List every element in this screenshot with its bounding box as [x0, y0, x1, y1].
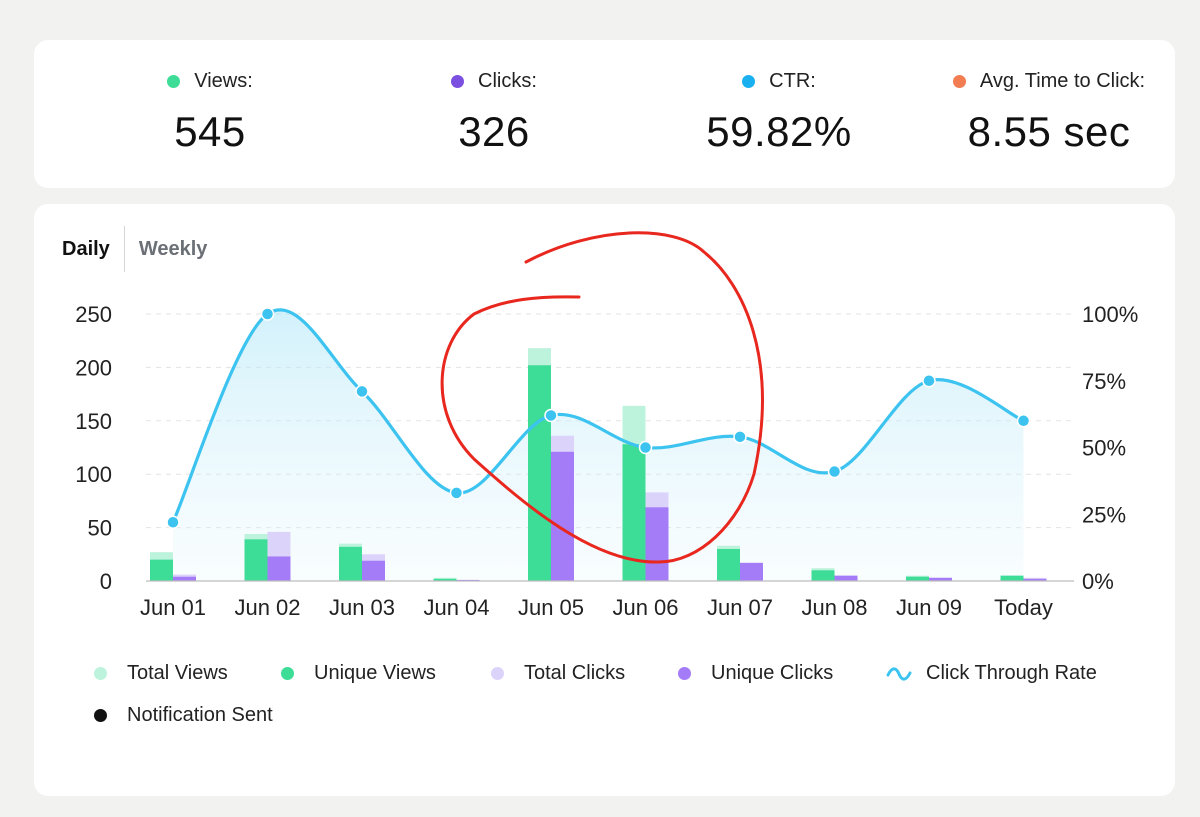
stat-views-value: 545 [174, 108, 246, 155]
ctr-point[interactable] [166, 515, 180, 530]
notification-dot-icon [94, 709, 107, 722]
y-right-tick-label: 100% [1082, 302, 1138, 327]
unique-views-dot-icon [281, 667, 294, 680]
wave-icon [886, 666, 912, 681]
bar-unique-views[interactable] [528, 365, 551, 581]
ctr-chart: 0 50 100 150 200 250 0% 25% 50% 75% 100% Jun 01 Jun … [75, 231, 1138, 620]
tab-weekly[interactable]: Weekly [138, 237, 208, 260]
tab-divider [123, 226, 125, 272]
x-tick-label: Jun 05 [518, 595, 584, 620]
legend-label: Total Views [127, 662, 228, 684]
y-left-tick-label: 50 [88, 516, 112, 541]
x-tick-label: Jun 02 [234, 595, 300, 620]
stat-clicks-label: Clicks: [478, 70, 537, 92]
x-tick-label: Jun 07 [707, 595, 773, 620]
bar-unique-clicks[interactable] [645, 507, 669, 581]
axes: 0 50 100 150 200 250 0% 25% 50% 75% 100% Jun 01 Jun … [75, 302, 1138, 620]
bar-unique-clicks[interactable] [929, 577, 952, 581]
y-right-tick-label: 75% [1082, 369, 1126, 394]
stat-ctr-value: 59.82% [706, 108, 852, 155]
ctr-point[interactable] [827, 464, 842, 479]
bar-unique-views[interactable] [244, 539, 268, 581]
tab-daily[interactable]: Daily [62, 237, 110, 260]
legend-label: Unique Clicks [711, 662, 834, 684]
legend-unique-views[interactable]: Unique Views [281, 662, 436, 685]
legend-label: Total Clicks [524, 662, 626, 684]
bar-unique-clicks[interactable] [551, 451, 574, 581]
period-tabs: Daily Weekly [62, 226, 221, 272]
legend-label: Unique Views [314, 662, 436, 684]
bar-unique-clicks[interactable] [834, 575, 858, 581]
y-right-tick-label: 0% [1082, 569, 1114, 594]
legend-total-clicks[interactable]: Total Clicks [491, 662, 625, 685]
legend-ctr[interactable]: Click Through Rate [886, 662, 1097, 685]
y-left-tick-label: 200 [75, 355, 112, 380]
x-tick-label: Jun 04 [423, 595, 489, 620]
views-dot-icon [167, 75, 181, 88]
ctr-area [173, 309, 1024, 581]
x-tick-label: Jun 06 [612, 595, 678, 620]
x-tick-label: Jun 03 [329, 595, 395, 620]
ctr-points [166, 307, 1031, 530]
y-left-tick-label: 100 [75, 462, 112, 487]
ctr-point[interactable] [638, 440, 653, 455]
avg-time-dot-icon [952, 75, 966, 88]
clicks-dot-icon [451, 75, 465, 88]
stat-views-label: Views: [194, 70, 253, 92]
ctr-point[interactable] [355, 384, 369, 399]
x-tick-label: Jun 01 [140, 595, 206, 620]
stat-clicks-value: 326 [458, 108, 530, 155]
stats-card: Views: 545 Clicks: 326 CTR: 59.82% Avg. … [34, 40, 1175, 188]
total-clicks-dot-icon [491, 667, 504, 680]
bar-unique-clicks[interactable] [267, 556, 291, 581]
y-right-tick-label: 25% [1082, 502, 1126, 527]
ctr-area-fill [173, 309, 1024, 581]
legend-total-views[interactable]: Total Views [94, 662, 228, 685]
stat-ctr-label: CTR: [769, 70, 816, 92]
chart-card: Daily Weekly 0 50 100 150 200 250 0% 25% 50% 75% 1… [34, 204, 1175, 796]
stat-avg-time-label: Avg. Time to Click: [979, 70, 1146, 92]
bar-unique-views[interactable] [717, 548, 740, 581]
bar-unique-clicks[interactable] [362, 560, 385, 581]
bar-unique-clicks[interactable] [740, 562, 763, 581]
y-right-tick-label: 50% [1082, 436, 1126, 461]
bar-unique-clicks[interactable] [173, 576, 196, 581]
ctr-dot-icon [742, 75, 756, 88]
bar-unique-views[interactable] [433, 578, 457, 581]
bar-unique-views[interactable] [622, 444, 646, 581]
y-left-tick-label: 150 [75, 409, 112, 434]
ctr-point[interactable] [544, 408, 558, 423]
ctr-point[interactable] [449, 486, 464, 500]
bar-unique-views[interactable] [906, 576, 929, 581]
unique-clicks-dot-icon [678, 667, 691, 680]
x-tick-label: Today [994, 595, 1053, 620]
y-left-tick-label: 250 [75, 302, 112, 327]
legend-unique-clicks[interactable]: Unique Clicks [678, 662, 833, 685]
bar-unique-clicks[interactable] [1023, 578, 1047, 581]
y-left-tick-label: 0 [100, 569, 112, 594]
ctr-point[interactable] [733, 430, 747, 444]
ctr-point[interactable] [922, 374, 936, 388]
stat-avg-time-value: 8.55 sec [967, 108, 1131, 155]
annotation-red-circle [440, 231, 764, 564]
bar-unique-views[interactable] [339, 546, 362, 581]
x-tick-label: Jun 09 [896, 595, 962, 620]
total-views-dot-icon [94, 667, 107, 680]
legend-notification-sent[interactable]: Notification Sent [94, 704, 273, 727]
ctr-point[interactable] [1016, 414, 1031, 428]
legend-label: Notification Sent [127, 704, 273, 726]
legend-label: Click Through Rate [926, 662, 1097, 684]
bar-unique-views[interactable] [1000, 575, 1024, 581]
x-tick-label: Jun 08 [801, 595, 867, 620]
ctr-point[interactable] [260, 307, 275, 321]
bar-unique-views[interactable] [811, 570, 835, 581]
bar-unique-views[interactable] [150, 559, 173, 581]
